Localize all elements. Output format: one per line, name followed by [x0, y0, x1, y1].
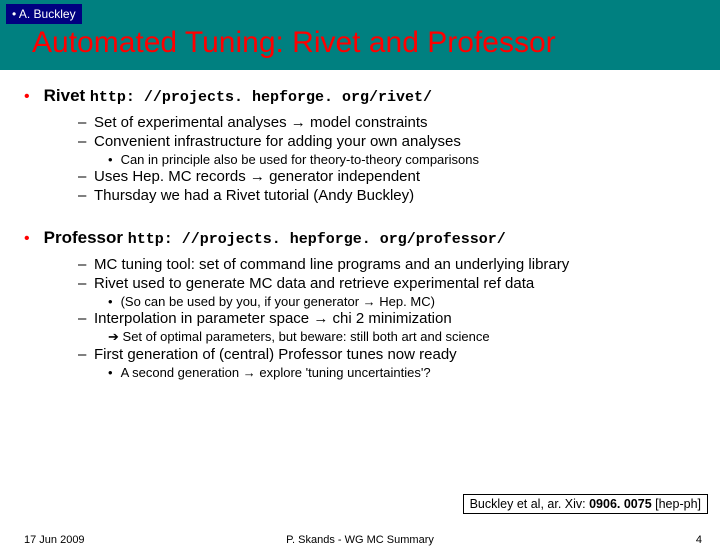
list-item: •A second generation → explore 'tuning u…: [108, 365, 696, 380]
text: (So can be used by you, if your generato…: [121, 294, 359, 309]
text: Rivet used to generate MC data and retri…: [94, 275, 534, 292]
bullet-text: Professor http: //projects. hepforge. or…: [44, 228, 506, 248]
text: A second generation: [121, 365, 240, 380]
text: Interpolation in parameter space: [94, 310, 309, 327]
text: Hep. MC): [379, 294, 435, 309]
text: First generation of (central) Professor …: [94, 346, 457, 363]
text: Uses Hep. MC records: [94, 168, 246, 185]
rivet-label: Rivet: [44, 86, 86, 105]
bullet-icon: •: [24, 231, 30, 247]
arrow-icon: →: [291, 114, 306, 131]
text: MC tuning tool: set of command line prog…: [94, 256, 569, 273]
text: chi 2 minimization: [332, 310, 451, 327]
arrow-icon: ➔: [108, 329, 119, 344]
arrow-icon: →: [250, 168, 265, 185]
slide-title: Automated Tuning: Rivet and Professor: [6, 24, 714, 62]
bullet-text: Rivet http: //projects. hepforge. org/ri…: [44, 86, 432, 106]
text: Convenient infrastructure for adding you…: [94, 133, 461, 150]
list-item: –MC tuning tool: set of command line pro…: [78, 256, 696, 273]
list-item: –Uses Hep. MC records → generator indepe…: [78, 168, 696, 185]
professor-sublist: –MC tuning tool: set of command line pro…: [78, 256, 696, 380]
reference-id: 0906. 0075: [589, 497, 652, 511]
bullet-icon: •: [24, 89, 30, 105]
bullet-rivet: • Rivet http: //projects. hepforge. org/…: [24, 86, 696, 106]
professor-url: http: //projects. hepforge. org/professo…: [128, 231, 506, 248]
author-badge: • A. Buckley: [6, 4, 82, 24]
arrow-icon: →: [363, 294, 376, 309]
footer-author: P. Skands - WG MC Summary: [0, 534, 720, 546]
rivet-sublist: –Set of experimental analyses → model co…: [78, 114, 696, 204]
list-item: •(So can be used by you, if your generat…: [108, 294, 696, 309]
reference-pre: Buckley et al, ar. Xiv:: [470, 497, 590, 511]
list-item: –Interpolation in parameter space → chi …: [78, 310, 696, 327]
bullet-professor: • Professor http: //projects. hepforge. …: [24, 228, 696, 248]
slide-content: • Rivet http: //projects. hepforge. org/…: [0, 70, 720, 380]
text: explore 'tuning uncertainties'?: [259, 365, 430, 380]
professor-label: Professor: [44, 228, 123, 247]
arrow-icon: →: [243, 365, 256, 380]
list-item: –First generation of (central) Professor…: [78, 346, 696, 363]
list-item: –Convenient infrastructure for adding yo…: [78, 133, 696, 150]
header-banner: • A. Buckley Automated Tuning: Rivet and…: [0, 0, 720, 70]
text: Can in principle also be used for theory…: [121, 152, 479, 167]
list-item: –Thursday we had a Rivet tutorial (Andy …: [78, 187, 696, 204]
reference-box: Buckley et al, ar. Xiv: 0906. 0075 [hep-…: [463, 494, 708, 514]
list-item: ➔ Set of optimal parameters, but beware:…: [108, 329, 696, 345]
rivet-url: http: //projects. hepforge. org/rivet/: [90, 89, 432, 106]
list-item: •Can in principle also be used for theor…: [108, 152, 696, 167]
text: generator independent: [269, 168, 420, 185]
list-item: –Rivet used to generate MC data and retr…: [78, 275, 696, 292]
arrow-icon: →: [313, 310, 328, 327]
page-number: 4: [696, 534, 702, 546]
text: Set of optimal parameters, but beware: s…: [123, 329, 490, 344]
text: Thursday we had a Rivet tutorial (Andy B…: [94, 187, 414, 204]
text: model constraints: [310, 114, 428, 131]
reference-post: [hep-ph]: [652, 497, 701, 511]
text: Set of experimental analyses: [94, 114, 287, 131]
list-item: –Set of experimental analyses → model co…: [78, 114, 696, 131]
